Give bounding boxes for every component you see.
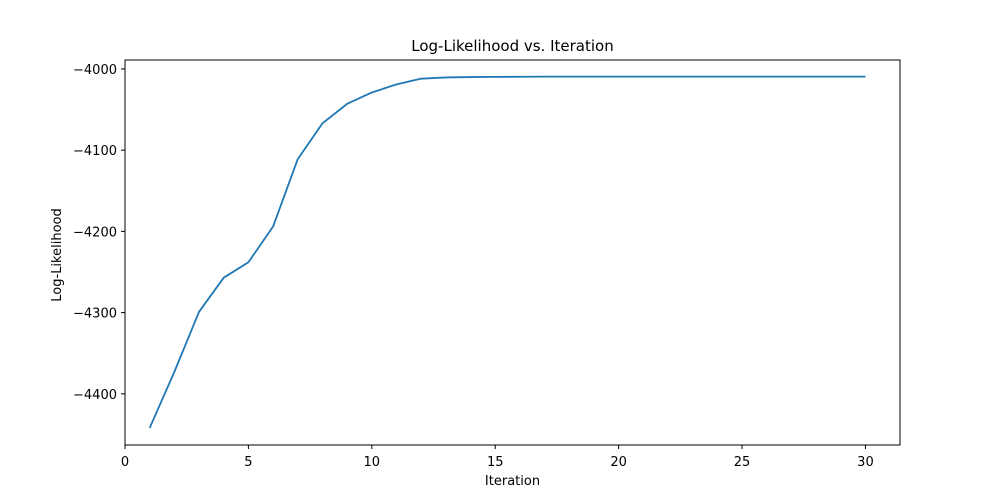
x-axis-label: Iteration [485, 474, 540, 489]
x-tick-label: 10 [364, 455, 381, 470]
chart-title: Log-Likelihood vs. Iteration [411, 37, 613, 55]
y-tick-label: −4400 [73, 388, 117, 403]
y-tick-label: −4200 [73, 225, 117, 240]
x-tick-label: 0 [121, 455, 129, 470]
x-tick-label: 20 [610, 455, 627, 470]
x-tick-label: 5 [244, 455, 252, 470]
y-tick-label: −4100 [73, 144, 117, 159]
y-tick-label: −4300 [73, 307, 117, 322]
x-tick-label: 30 [857, 455, 874, 470]
x-tick-label: 25 [734, 455, 751, 470]
axis-ticks: 0 5 10 15 20 25 30 −4400 −4300 −4200 −4100 −4000 [73, 63, 874, 470]
plot-area [124, 59, 901, 446]
y-tick-label: −4000 [73, 63, 117, 78]
axes-frame [124, 59, 901, 446]
series-line-0 [148, 75, 866, 429]
y-axis-label: Log-Likelihood [50, 208, 65, 301]
x-tick-label: 15 [487, 455, 504, 470]
